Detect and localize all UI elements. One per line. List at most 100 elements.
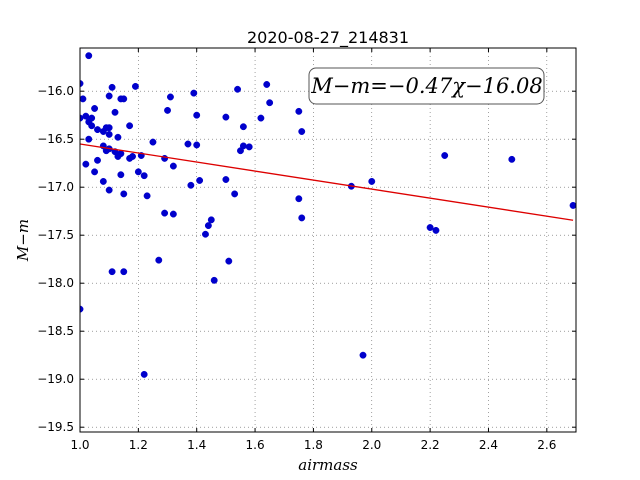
data-point <box>359 351 367 359</box>
data-point <box>231 190 239 198</box>
x-tick-label: 1.0 <box>70 438 89 452</box>
data-point <box>204 222 212 230</box>
data-point <box>184 140 192 148</box>
data-point <box>245 143 253 151</box>
data-point <box>155 256 163 264</box>
data-point <box>207 216 215 224</box>
data-point <box>80 95 87 103</box>
data-point <box>111 108 119 116</box>
data-point <box>114 133 122 141</box>
y-tick-label: −18.0 <box>37 276 74 290</box>
y-tick-label: −18.5 <box>37 324 74 338</box>
data-point <box>239 142 247 150</box>
fit-line-group <box>80 143 574 221</box>
data-point <box>569 201 576 209</box>
plot-area <box>80 48 576 432</box>
plot-clip <box>80 48 576 378</box>
data-point <box>91 105 99 112</box>
x-tick-label: 1.2 <box>129 438 148 452</box>
data-point <box>426 224 434 231</box>
y-axis-label: M−m <box>14 219 32 262</box>
y-tick-label: −17.5 <box>37 228 74 242</box>
data-point <box>190 89 198 97</box>
y-tick-label: −16.0 <box>37 84 74 98</box>
x-tick-label: 2.0 <box>362 438 381 452</box>
y-axis: −16.0 −16.5 −17.0 −17.5 −18.0 −18.5 −19.0 −19.5 <box>37 84 576 434</box>
data-point <box>187 181 195 189</box>
data-point <box>134 168 142 176</box>
data-point <box>105 130 113 138</box>
data-point <box>105 124 113 132</box>
data-point <box>105 92 113 100</box>
data-point <box>117 171 125 179</box>
data-point <box>85 52 93 60</box>
data-point <box>108 268 116 276</box>
x-tick-label: 1.8 <box>304 438 323 452</box>
x-tick-label: 1.6 <box>246 438 265 452</box>
data-point <box>82 160 90 168</box>
y-tick-label: −16.5 <box>37 132 74 146</box>
data-point <box>295 195 303 203</box>
data-point <box>82 112 90 120</box>
data-point <box>368 177 376 185</box>
data-point <box>508 155 516 163</box>
y-tick-label: −19.5 <box>37 420 74 434</box>
data-point <box>169 162 177 170</box>
x-axis-label: airmass <box>298 456 358 474</box>
data-point <box>120 95 128 103</box>
data-point <box>117 150 125 158</box>
data-point <box>257 114 265 122</box>
data-point <box>94 126 101 134</box>
data-point <box>295 107 303 115</box>
data-point <box>196 177 204 184</box>
data-point <box>225 257 233 265</box>
y-tick-label: −17.0 <box>37 180 74 194</box>
fit-annotation: M−m=−0.47χ−16.08 <box>308 67 545 105</box>
data-point <box>164 106 171 114</box>
data-point <box>120 190 128 198</box>
y-tick-label: −19.0 <box>37 372 74 386</box>
data-point <box>99 177 107 185</box>
annotation-text: M−m=−0.47χ−16.08 <box>310 74 542 98</box>
data-point <box>129 153 136 160</box>
data-point <box>441 152 449 159</box>
data-point <box>140 370 148 378</box>
data-point <box>222 113 230 121</box>
data-point <box>234 85 242 93</box>
x-tick-label: 2.6 <box>537 438 556 452</box>
data-point <box>85 135 93 143</box>
x-tick-label: 2.4 <box>479 438 498 452</box>
data-point <box>120 268 128 276</box>
data-point <box>298 128 306 135</box>
data-point <box>131 82 139 90</box>
data-point <box>263 81 271 88</box>
plot-frame <box>79 47 577 433</box>
data-point <box>222 176 230 183</box>
data-point <box>105 186 113 194</box>
data-point <box>169 210 177 218</box>
data-point <box>210 276 218 284</box>
data-point <box>193 141 201 149</box>
data-point <box>94 156 101 164</box>
data-point <box>140 172 148 180</box>
x-tick-label: 1.4 <box>187 438 206 452</box>
data-point <box>143 192 151 200</box>
data-point <box>88 122 96 130</box>
data-points <box>80 48 576 378</box>
data-point <box>161 209 169 217</box>
data-point <box>239 123 247 131</box>
x-axis: 1.0 1.2 1.4 1.6 1.8 2.0 2.2 2.4 2.6 <box>70 48 556 452</box>
data-point <box>166 93 174 101</box>
data-point <box>88 114 96 122</box>
data-point <box>126 122 134 130</box>
data-point <box>266 99 274 107</box>
annotation-box <box>308 67 545 105</box>
x-tick-label: 2.2 <box>421 438 440 452</box>
data-point <box>108 83 116 91</box>
data-point <box>432 226 440 234</box>
chart-title: 2020-08-27_214831 <box>247 28 409 48</box>
data-point <box>298 214 306 222</box>
data-point <box>193 111 201 119</box>
fit-line <box>80 143 574 221</box>
